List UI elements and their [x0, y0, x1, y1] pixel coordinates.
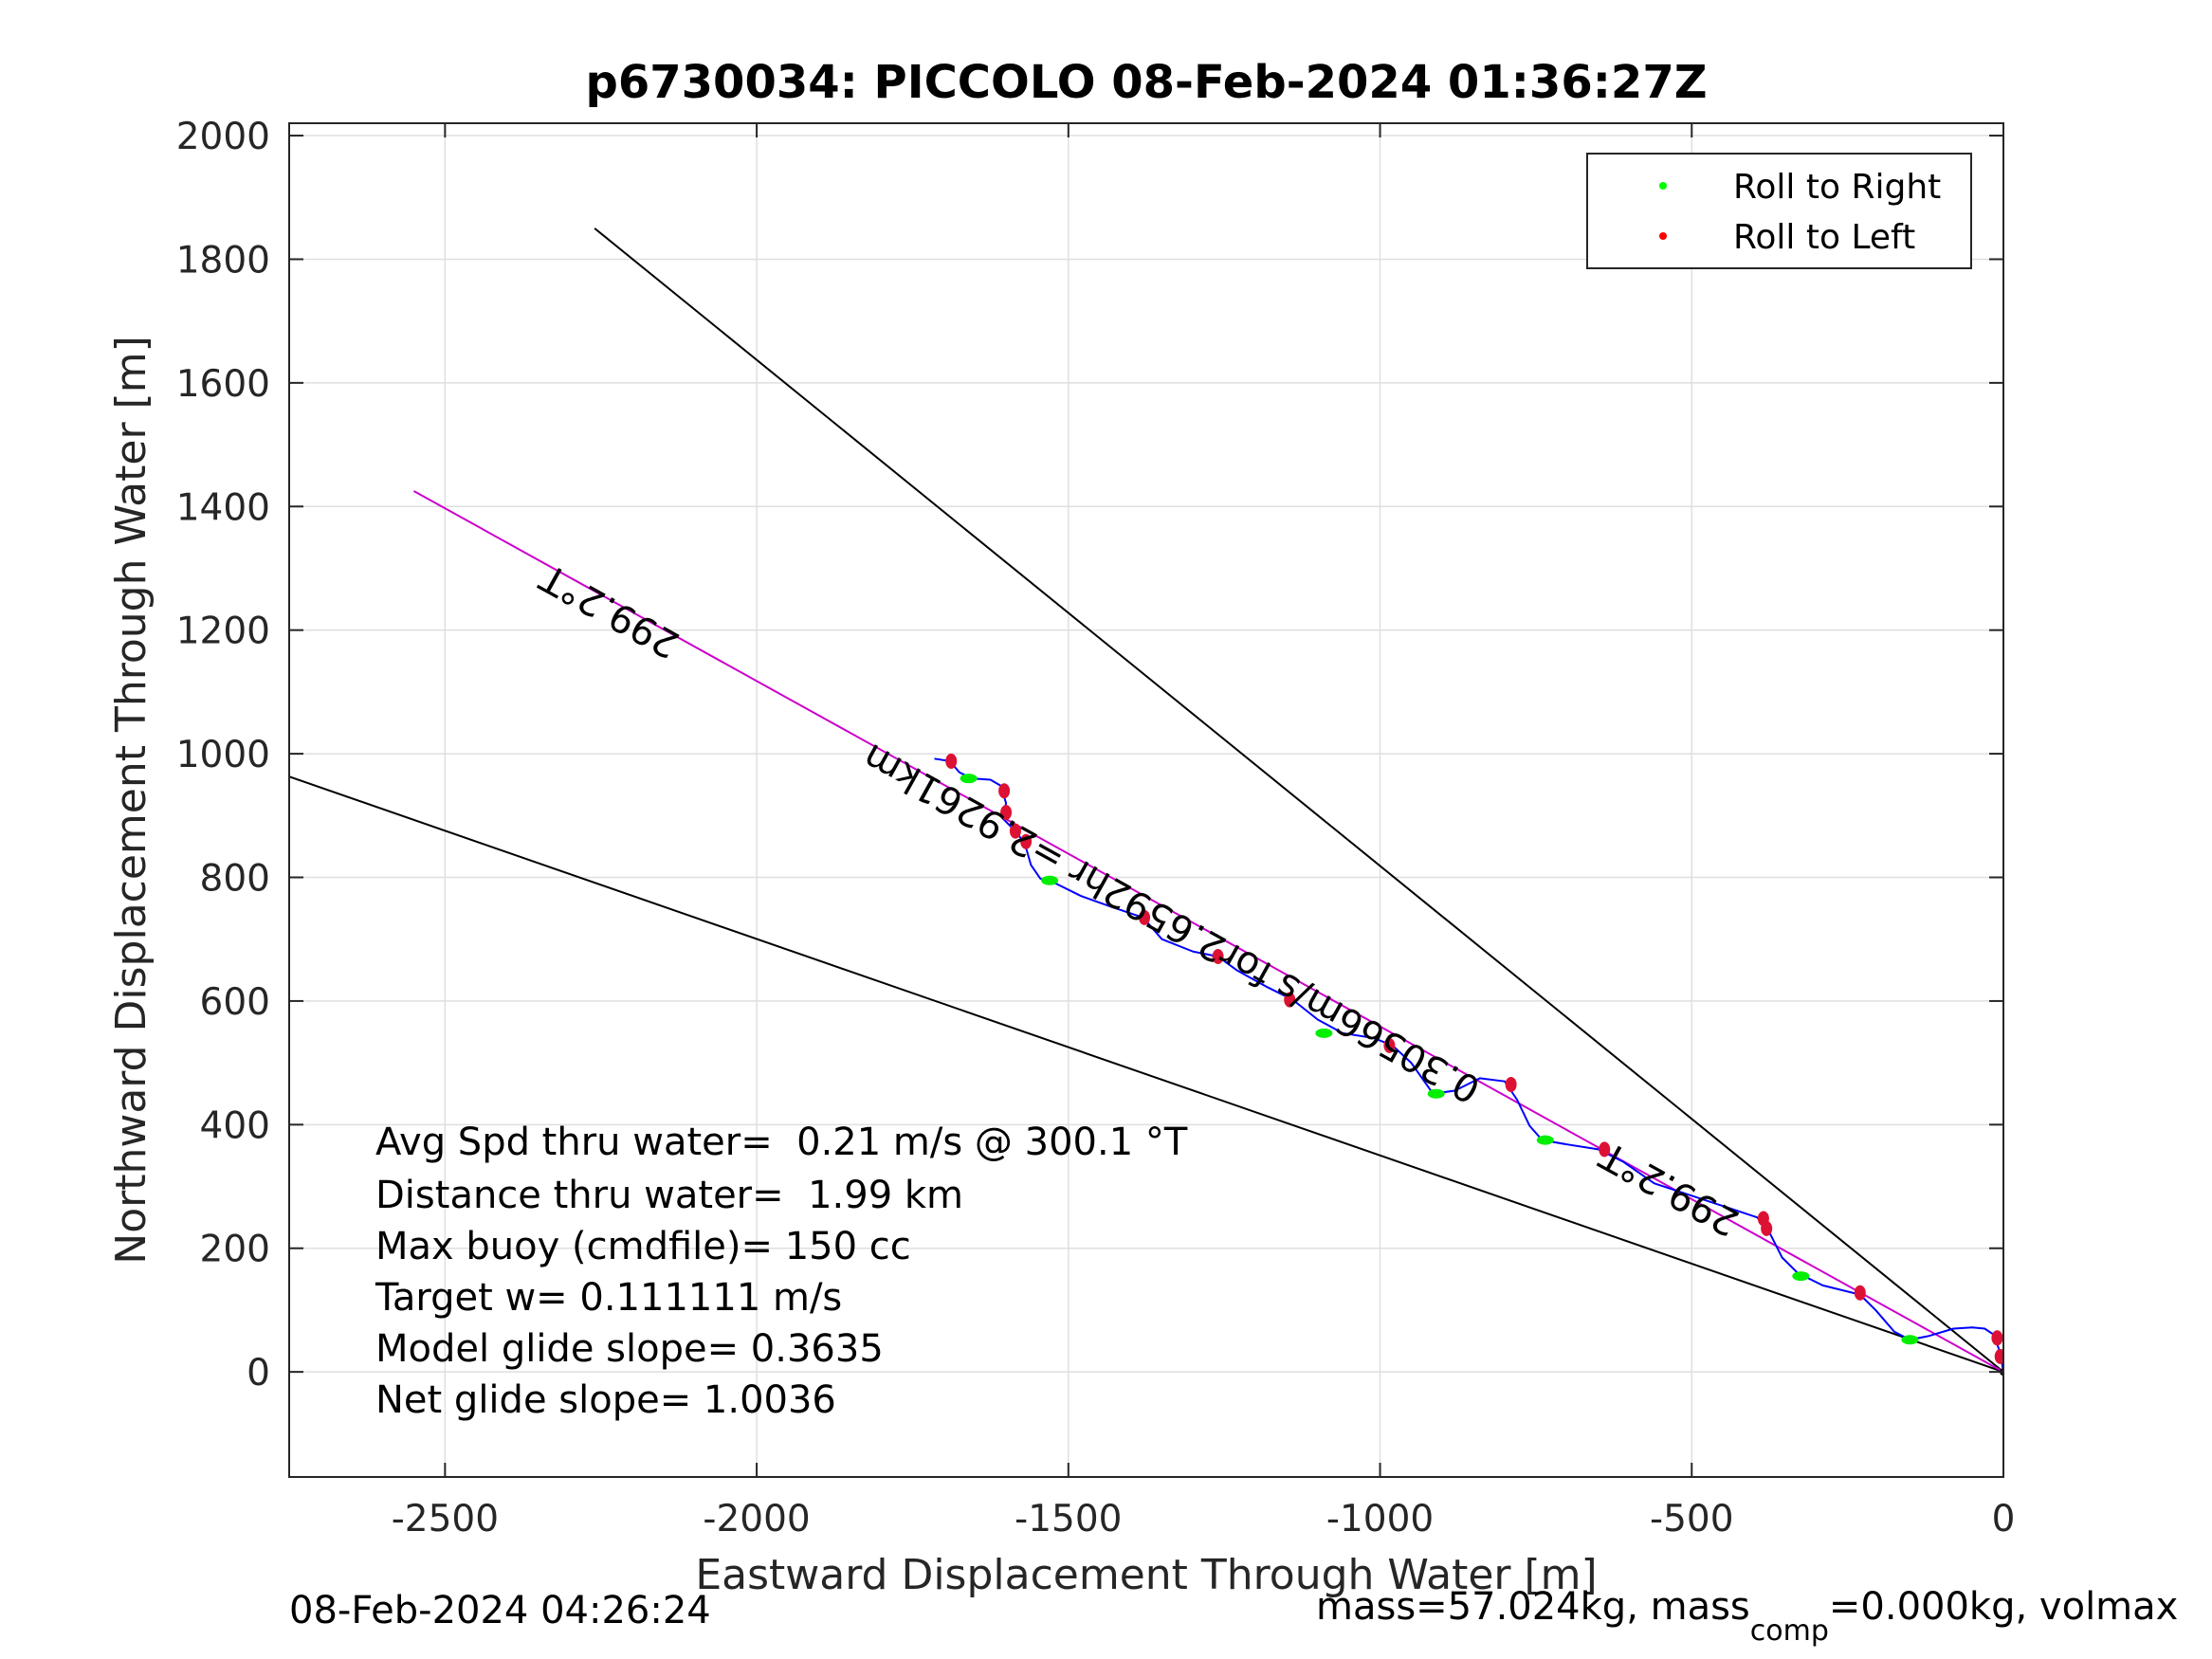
legend-box — [1586, 153, 1972, 269]
footer-timestamp: 08-Feb-2024 04:26:24 — [289, 1589, 711, 1632]
y-tick-label: 800 — [200, 858, 270, 901]
x-tick-label: -500 — [1650, 1498, 1734, 1540]
x-tick-label: -2500 — [392, 1498, 499, 1540]
y-tick-label: 400 — [200, 1104, 270, 1147]
roll-right-marker — [1041, 875, 1059, 885]
x-tick-label: 0 — [1992, 1498, 2016, 1540]
y-tick-label: 0 — [247, 1352, 270, 1395]
y-tick-label: 2000 — [176, 116, 270, 158]
stats-block: Avg Spd thru water= 0.21 m/s @ 300.1 °T … — [375, 1121, 1188, 1422]
roll-left-marker — [1505, 1076, 1517, 1092]
y-tick-label: 200 — [200, 1229, 270, 1271]
x-tick-label: -1500 — [1015, 1498, 1122, 1540]
roll-left-marker — [945, 753, 958, 769]
roll-left-marker — [1020, 833, 1033, 849]
roll-left-marker — [1994, 1348, 2003, 1364]
y-tick-label: 1200 — [176, 611, 270, 653]
y-tick-label: 1400 — [176, 486, 270, 529]
stat-avg-speed: Avg Spd thru water= 0.21 m/s @ 300.1 °T — [375, 1121, 1188, 1164]
reference-line-2 — [289, 775, 2003, 1374]
reference-line-1 — [594, 228, 2003, 1373]
roll-right-marker — [1901, 1335, 1919, 1345]
stat-target-w: Target w= 0.111111 m/s — [375, 1276, 842, 1320]
grid-lines — [289, 123, 2004, 1477]
roll-right-marker — [1536, 1135, 1554, 1145]
reference-lines — [289, 228, 2003, 1374]
y-tick-label: 1000 — [176, 734, 270, 776]
x-axis-label: Eastward Displacement Through Water [m] — [695, 1551, 1597, 1599]
roll-right-marker — [1315, 1028, 1333, 1038]
footer-mass-info: mass=57.024kg, masscomp=0.000kg, volmax — [1316, 1585, 2178, 1648]
roll-left-marker — [998, 783, 1011, 799]
roll-left-marker — [1284, 992, 1296, 1008]
reference-line-3 — [413, 490, 2003, 1374]
roll-left-marker — [1854, 1285, 1866, 1301]
roll-right-marker — [1792, 1271, 1810, 1282]
y-tick-label: 1800 — [176, 239, 270, 282]
x-tick-label: -1000 — [1326, 1498, 1434, 1540]
roll-right-marker — [1427, 1088, 1445, 1099]
stat-model-glide-slope: Model glide slope= 0.3635 — [375, 1327, 884, 1371]
roll-markers — [945, 753, 2003, 1364]
footer-mass-pre: mass=57.024kg, mass — [1316, 1585, 1750, 1629]
axes-box — [288, 122, 2004, 1478]
y-tick-label: 1600 — [176, 363, 270, 406]
axis-ticks: -2500 -2000 -1500 -1000 -500 0 0 200 400 600 800 10… — [176, 116, 2016, 1540]
roll-left-marker — [1139, 909, 1151, 925]
roll-left-marker — [1009, 823, 1021, 839]
chart-title: p6730034: PICCOLO 08-Feb-2024 01:36:27Z — [585, 56, 1707, 109]
footer-mass-post: =0.000kg, volmax — [1829, 1585, 2178, 1629]
stat-net-glide-slope: Net glide slope= 1.0036 — [375, 1378, 836, 1422]
roll-left-marker — [1991, 1330, 2003, 1346]
y-axis-label: Northward Displacement Through Water [m] — [107, 336, 155, 1264]
y-tick-label: 600 — [200, 981, 270, 1024]
roll-right-marker — [960, 774, 978, 784]
legend-marker-roll-left — [1659, 232, 1667, 240]
footer-mass-sub: comp — [1750, 1614, 1829, 1648]
legend: Roll to Right Roll to Left — [1586, 153, 1972, 269]
stat-distance: Distance thru water= 1.99 km — [375, 1174, 963, 1217]
roll-left-marker — [1761, 1220, 1773, 1236]
stat-max-buoy: Max buoy (cmdfile)= 150 cc — [375, 1225, 911, 1268]
legend-marker-roll-right — [1659, 182, 1667, 190]
x-tick-label: -2000 — [703, 1498, 810, 1540]
legend-label-roll-right: Roll to Right — [1733, 168, 1941, 207]
roll-left-marker — [1599, 1141, 1611, 1158]
roll-left-marker — [1383, 1037, 1396, 1053]
plot-area — [289, 123, 2003, 1477]
legend-label-roll-left: Roll to Left — [1733, 218, 1915, 257]
roll-left-marker — [1212, 948, 1224, 964]
roll-left-marker — [1000, 805, 1013, 821]
